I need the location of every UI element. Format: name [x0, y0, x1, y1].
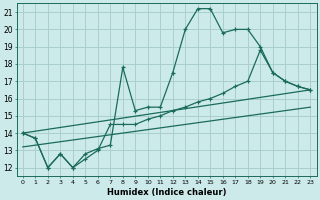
X-axis label: Humidex (Indice chaleur): Humidex (Indice chaleur) — [107, 188, 226, 197]
